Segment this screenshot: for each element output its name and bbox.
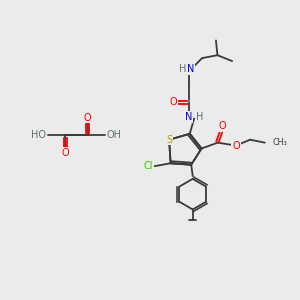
Text: S: S [166, 135, 172, 145]
Text: O: O [170, 97, 177, 107]
Text: O: O [218, 121, 226, 131]
Text: O: O [232, 141, 240, 151]
Text: O: O [61, 148, 69, 158]
Text: HO: HO [31, 130, 46, 140]
Text: CH₃: CH₃ [272, 138, 287, 147]
Text: O: O [61, 148, 69, 158]
Text: N: N [187, 64, 195, 74]
Text: H: H [196, 112, 203, 122]
Text: H: H [179, 64, 186, 74]
Text: Cl: Cl [143, 161, 153, 171]
Text: O: O [84, 112, 92, 123]
Text: OH: OH [107, 130, 122, 140]
Text: N: N [185, 112, 193, 122]
